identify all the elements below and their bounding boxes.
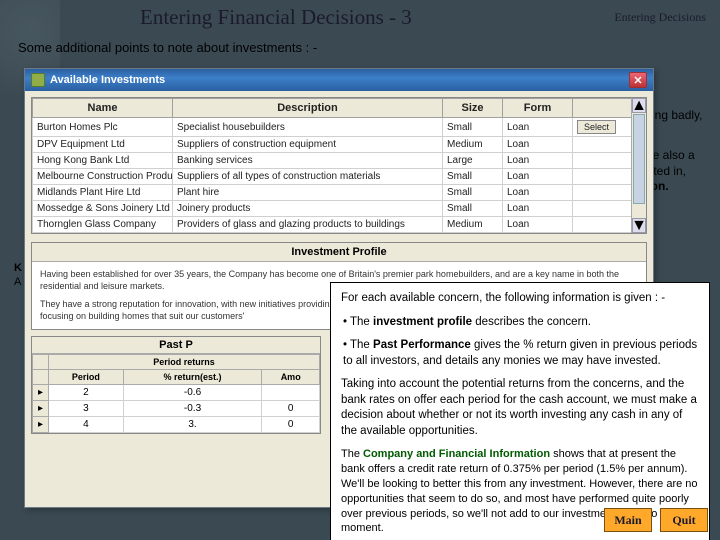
perf-return: 3. <box>123 416 262 432</box>
perf-row-marker: ▸ <box>33 400 49 416</box>
table-row[interactable]: DPV Equipment LtdSuppliers of constructi… <box>33 137 633 153</box>
perf-table: Period returns Period % return(est.) Amo… <box>32 354 320 433</box>
cell-name: Thornglen Glass Company <box>33 217 173 233</box>
perf-period: 2 <box>49 384 124 400</box>
callout-p3: Taking into account the potential return… <box>341 377 699 439</box>
perf-return: -0.3 <box>123 400 262 416</box>
col-size[interactable]: Size <box>443 99 503 118</box>
perf-col-return[interactable]: % return(est.) <box>123 369 262 384</box>
cell-select: Select <box>573 118 633 137</box>
col-blank <box>573 99 633 118</box>
cell-desc: Plant hire <box>173 185 443 201</box>
window-titlebar[interactable]: Available Investments <box>25 69 653 91</box>
perf-header: Past P <box>32 337 320 354</box>
col-desc[interactable]: Description <box>173 99 443 118</box>
col-form[interactable]: Form <box>503 99 573 118</box>
table-scrollbar[interactable]: ▲ ▼ <box>631 98 646 233</box>
cell-select <box>573 201 633 217</box>
main-button[interactable]: Main <box>604 508 652 532</box>
cell-desc: Suppliers of construction equipment <box>173 137 443 153</box>
page-title: Entering Financial Decisions - 3 <box>140 5 412 30</box>
window-icon <box>31 73 45 87</box>
cell-form: Loan <box>503 201 573 217</box>
cell-form: Loan <box>503 118 573 137</box>
cell-desc: Specialist housebuilders <box>173 118 443 137</box>
cell-form: Loan <box>503 153 573 169</box>
select-button[interactable]: Select <box>577 120 616 134</box>
profile-header: Investment Profile <box>32 243 646 262</box>
stray-a: A <box>14 276 21 288</box>
cell-size: Medium <box>443 137 503 153</box>
table-row[interactable]: Mossedge & Sons Joinery LtdJoinery produ… <box>33 201 633 217</box>
cell-name: Mossedge & Sons Joinery Ltd <box>33 201 173 217</box>
cell-size: Large <box>443 153 503 169</box>
slide-root: Entering Financial Decisions - 3 Enterin… <box>0 0 720 540</box>
cell-select <box>573 137 633 153</box>
close-icon <box>634 76 642 84</box>
table-row[interactable]: Melbourne Construction Products LtdSuppl… <box>33 169 633 185</box>
cell-form: Loan <box>503 217 573 233</box>
scroll-thumb[interactable] <box>633 114 645 204</box>
perf-amount: 0 <box>262 400 320 416</box>
table-row[interactable]: Thornglen Glass CompanyProviders of glas… <box>33 217 633 233</box>
cell-size: Small <box>443 169 503 185</box>
title-bar: Entering Financial Decisions - 3 <box>0 0 720 34</box>
cell-name: Midlands Plant Hire Ltd <box>33 185 173 201</box>
cell-form: Loan <box>503 137 573 153</box>
close-button[interactable] <box>629 72 647 88</box>
table-row[interactable]: Hong Kong Bank LtdBanking servicesLargeL… <box>33 153 633 169</box>
table-row[interactable]: Midlands Plant Hire LtdPlant hireSmallLo… <box>33 185 633 201</box>
cell-name: DPV Equipment Ltd <box>33 137 173 153</box>
explainer-callout: For each available concern, the followin… <box>330 282 710 540</box>
scroll-up-button[interactable]: ▲ <box>632 98 646 113</box>
perf-group-header: Period returns <box>49 354 320 369</box>
perf-period: 4 <box>49 416 124 432</box>
cell-desc: Providers of glass and glazing products … <box>173 217 443 233</box>
perf-row[interactable]: ▸43.0 <box>33 416 320 432</box>
cell-select <box>573 185 633 201</box>
cell-desc: Suppliers of all types of construction m… <box>173 169 443 185</box>
perf-col-amount[interactable]: Amo <box>262 369 320 384</box>
quit-button[interactable]: Quit <box>660 508 708 532</box>
cell-size: Medium <box>443 217 503 233</box>
cell-size: Small <box>443 118 503 137</box>
cell-name: Burton Homes Plc <box>33 118 173 137</box>
cell-size: Small <box>443 201 503 217</box>
investments-table-container: Name Description Size Form Burton Homes … <box>31 97 647 234</box>
nav-buttons: Main Quit <box>604 508 708 532</box>
stray-k: K <box>14 262 22 274</box>
cell-select <box>573 169 633 185</box>
scroll-down-button[interactable]: ▼ <box>632 218 646 233</box>
cell-desc: Banking services <box>173 153 443 169</box>
table-row[interactable]: Burton Homes PlcSpecialist housebuilders… <box>33 118 633 137</box>
perf-row[interactable]: ▸2-0.6 <box>33 384 320 400</box>
cell-desc: Joinery products <box>173 201 443 217</box>
perf-period: 3 <box>49 400 124 416</box>
perf-row-marker: ▸ <box>33 416 49 432</box>
col-name[interactable]: Name <box>33 99 173 118</box>
cell-size: Small <box>443 185 503 201</box>
callout-lead: For each available concern, the followin… <box>341 291 699 307</box>
callout-bullet-1: • The investment profile describes the c… <box>343 315 699 331</box>
past-performance-panel: Past P Period returns Period % return(es… <box>31 336 321 434</box>
cell-name: Melbourne Construction Products Ltd <box>33 169 173 185</box>
callout-bullet-2: • The Past Performance gives the % retur… <box>343 338 699 369</box>
perf-row-marker: ▸ <box>33 384 49 400</box>
cell-form: Loan <box>503 185 573 201</box>
cell-form: Loan <box>503 169 573 185</box>
cell-select <box>573 217 633 233</box>
perf-col-period[interactable]: Period <box>49 369 124 384</box>
cell-name: Hong Kong Bank Ltd <box>33 153 173 169</box>
window-title: Available Investments <box>50 74 165 86</box>
section-label: Entering Decisions <box>614 10 706 25</box>
investments-table: Name Description Size Form Burton Homes … <box>32 98 633 233</box>
perf-amount <box>262 384 320 400</box>
cell-select <box>573 153 633 169</box>
intro-text: Some additional points to note about inv… <box>18 40 317 55</box>
perf-row[interactable]: ▸3-0.30 <box>33 400 320 416</box>
perf-return: -0.6 <box>123 384 262 400</box>
perf-amount: 0 <box>262 416 320 432</box>
